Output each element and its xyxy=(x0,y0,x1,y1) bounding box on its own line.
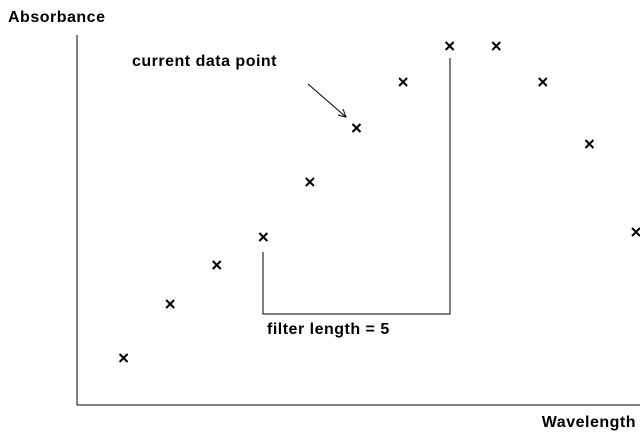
y-axis-label: Absorbance xyxy=(8,9,105,26)
marker xyxy=(118,353,129,363)
marker xyxy=(398,77,408,87)
annotation: current data point xyxy=(132,53,277,70)
bracket xyxy=(262,58,451,315)
marker xyxy=(584,139,595,149)
marker xyxy=(165,299,175,309)
arrow-head xyxy=(337,108,347,118)
marker xyxy=(212,260,222,270)
marker xyxy=(631,227,640,237)
arrow xyxy=(307,83,347,118)
marker xyxy=(351,123,362,133)
marker xyxy=(305,177,315,187)
marker xyxy=(444,41,455,51)
marker xyxy=(491,41,501,51)
x-axis-label: Wavelength xyxy=(542,414,636,431)
marker xyxy=(258,232,269,242)
annotation: filter length = 5 xyxy=(267,321,390,338)
marker xyxy=(538,77,548,87)
